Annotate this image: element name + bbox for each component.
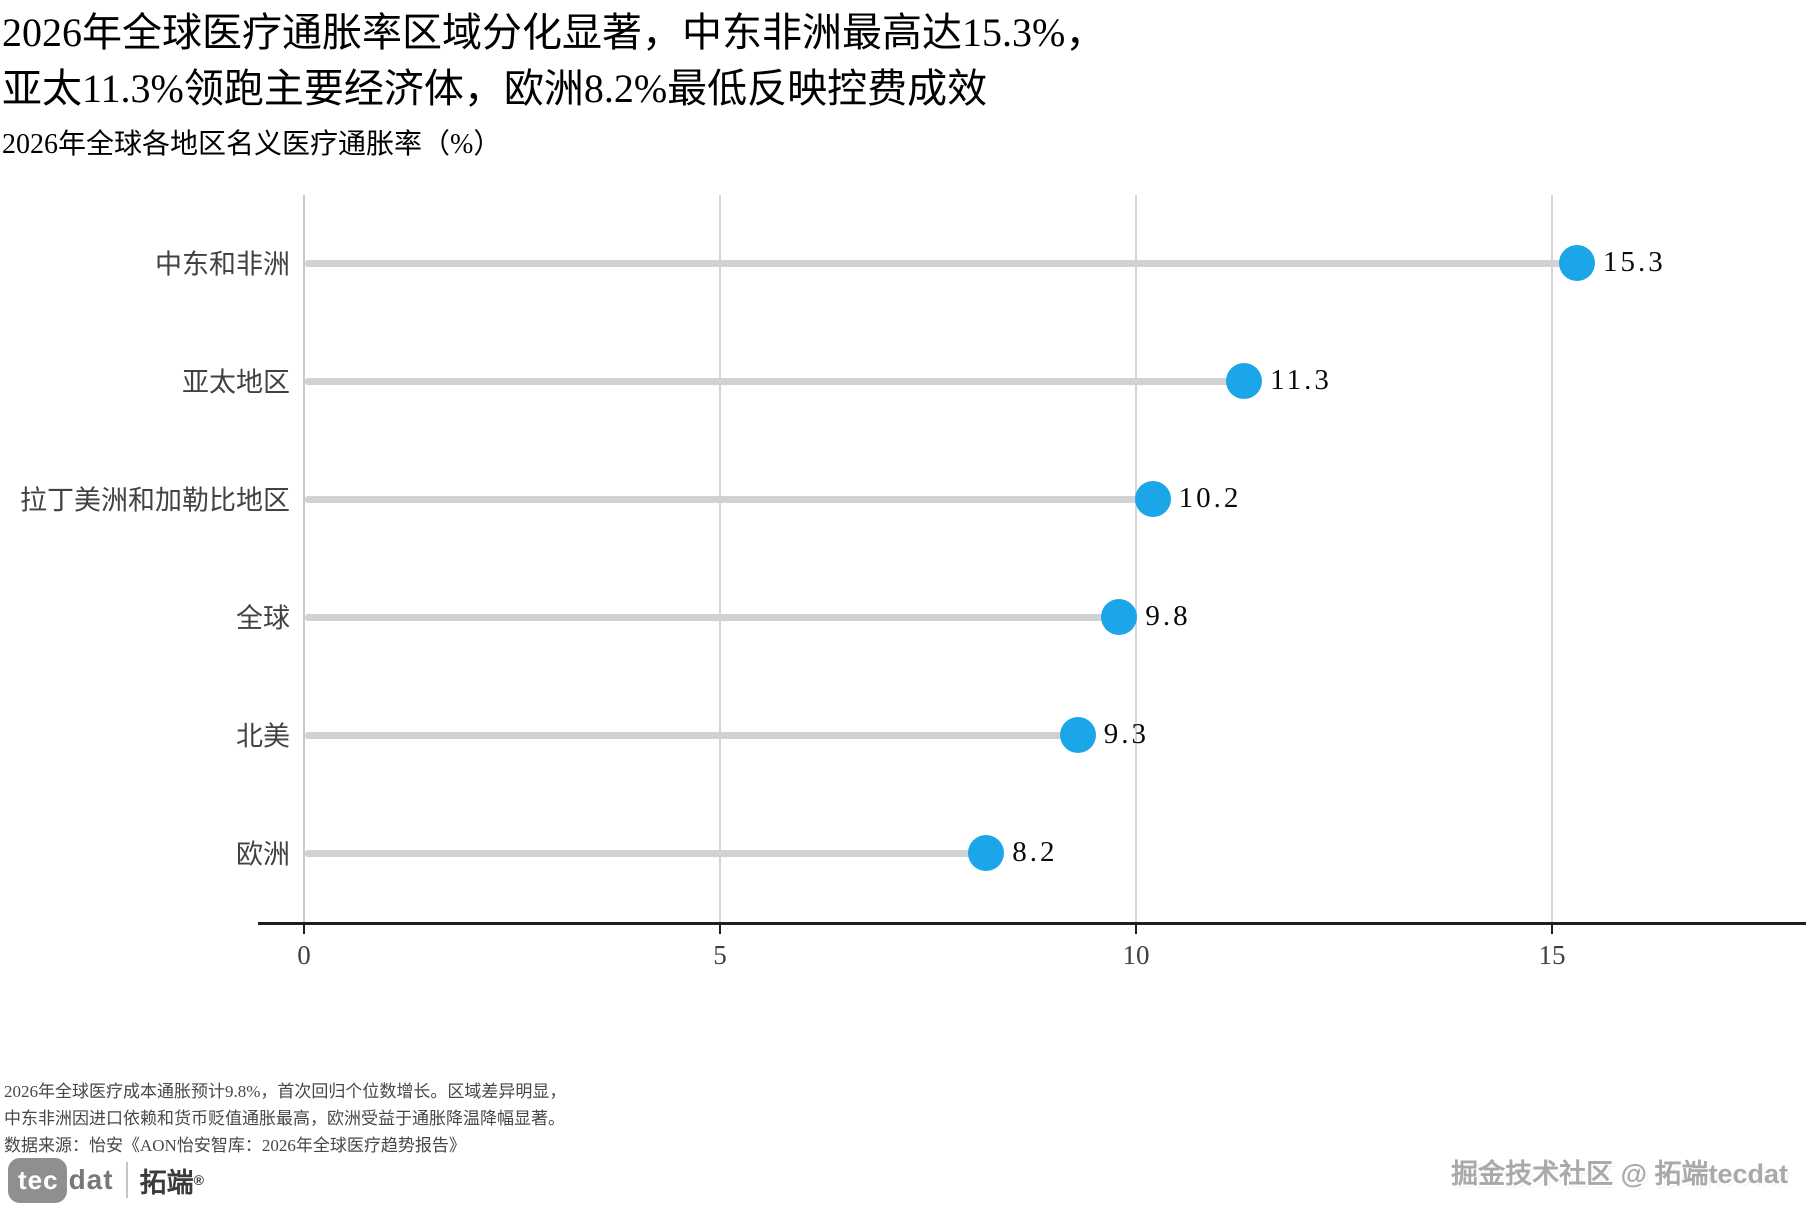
lollipop-dot (1101, 599, 1138, 635)
lollipop-dot (968, 835, 1005, 871)
tecdat-logo: tec dat 拓端 ® (8, 1156, 204, 1204)
lollipop-dot (1059, 717, 1096, 753)
logo-tec-badge: tec (8, 1157, 67, 1203)
gridline-10 (1135, 195, 1137, 922)
y-axis-spine (303, 195, 305, 922)
x-tick-label: 15 (1538, 940, 1566, 970)
chart-title-line1: 2026年全球医疗通胀率区域分化显著，中东非洲最高达15.3%， (2, 10, 1106, 55)
gridline-15 (1551, 195, 1553, 922)
category-label: 欧洲 (236, 839, 290, 870)
x-tick-mark (1135, 925, 1137, 934)
value-label: 15.3 (1602, 245, 1666, 278)
x-tick-label: 10 (1122, 940, 1150, 970)
category-label: 北美 (236, 721, 290, 752)
lollipop-dot (1226, 363, 1263, 399)
value-label: 8.2 (1012, 835, 1058, 868)
footnote-line2: 中东非洲因进口依赖和货币贬值通胀最高，欧洲受益于通胀降温降幅显著。 (4, 1109, 565, 1128)
x-tick-label: 5 (713, 940, 727, 970)
lollipop-stem (305, 377, 1245, 385)
logo-registered-mark-icon: ® (193, 1172, 204, 1188)
value-label: 11.3 (1270, 363, 1332, 396)
value-label: 9.8 (1145, 599, 1191, 632)
category-label: 亚太地区 (182, 367, 290, 398)
community-watermark: 掘金技术社区 @ 拓端tecdat (1451, 1159, 1788, 1189)
x-tick-mark (303, 925, 305, 934)
lollipop-dot (1558, 245, 1595, 281)
logo-divider (125, 1162, 128, 1198)
x-tick-mark (1551, 925, 1553, 934)
lollipop-stem (305, 495, 1153, 503)
category-label: 拉丁美洲和加勒比地区 (20, 485, 290, 516)
logo-brand-name: 拓端 (139, 1167, 194, 1198)
category-label: 中东和非洲 (155, 249, 290, 280)
category-label: 全球 (236, 603, 290, 634)
lollipop-stem (305, 849, 987, 857)
x-axis-line (258, 922, 1806, 925)
lollipop-stem (305, 613, 1120, 621)
gridline-5 (719, 195, 721, 922)
data-source: 数据来源：怡安《AON怡安智库：2026年全球医疗趋势报告》 (4, 1136, 466, 1155)
value-label: 10.2 (1178, 481, 1242, 514)
chart-title-line2: 亚太11.3%领跑主要经济体，欧洲8.2%最低反映控费成效 (2, 66, 988, 111)
lollipop-dot (1134, 481, 1171, 517)
value-label: 9.3 (1103, 717, 1149, 750)
lollipop-stem (305, 259, 1577, 267)
logo-dat-text: dat (68, 1164, 114, 1195)
lollipop-stem (305, 731, 1078, 739)
chart-subtitle: 2026年全球各地区名义医疗通胀率（%） (2, 129, 502, 160)
x-tick-label: 0 (297, 940, 311, 970)
footnote-line1: 2026年全球医疗成本通胀预计9.8%，首次回归个位数增长。区域差异明显， (4, 1082, 567, 1101)
x-tick-mark (719, 925, 721, 934)
